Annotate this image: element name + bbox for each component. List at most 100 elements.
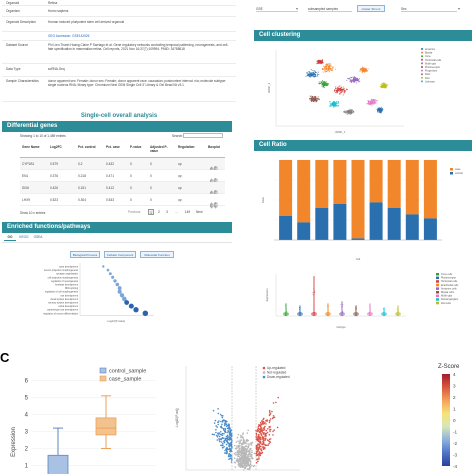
umap-point [324, 70, 326, 72]
umap-point [312, 72, 314, 74]
volcano-point-not [238, 448, 240, 451]
volcano-point-down [223, 419, 226, 422]
volcano-point-down [216, 439, 219, 441]
umap-point [336, 101, 338, 103]
umap-point [355, 80, 357, 82]
volcano-point-up [260, 427, 262, 430]
page-button[interactable]: 2 [158, 210, 160, 214]
umap-point [354, 78, 356, 80]
page-button[interactable]: ... [175, 210, 178, 214]
right-select-value[interactable]: Sex [401, 7, 457, 12]
next-page-link[interactable]: Next [196, 210, 203, 214]
umap-point [310, 76, 312, 78]
umap-point [366, 69, 368, 72]
column-header[interactable]: Regulation [178, 145, 195, 149]
volcano-point-up [261, 422, 264, 425]
violin-jitter-point [342, 311, 344, 312]
middle-select-value[interactable]: subsampled samples [308, 7, 352, 12]
umap-point [336, 86, 338, 88]
volcano-point-down [214, 419, 217, 422]
violin-jitter-point [369, 314, 371, 315]
column-header[interactable]: Log2FC [50, 145, 62, 149]
mini-boxplot-icon[interactable] [210, 202, 218, 209]
umap-point [326, 83, 328, 85]
volcano-point-up [259, 454, 262, 457]
volcano-point-down [231, 447, 233, 449]
violin-jitter-point [328, 305, 329, 307]
volcano-point-up [258, 458, 260, 460]
column-header[interactable]: Pct. case [106, 145, 120, 149]
violin-jitter-point [369, 315, 371, 316]
violin-legend-label: Endothelial cells [441, 284, 459, 287]
umap-point [353, 110, 355, 112]
boxplot-icon[interactable] [210, 160, 218, 173]
umap-point [335, 86, 337, 88]
boxplot-icon[interactable] [210, 196, 218, 209]
info-row-value[interactable]: GEO Accession: GSE142526 [48, 34, 90, 38]
umap-point [363, 70, 365, 72]
volcano-point-up [267, 444, 269, 447]
umap-point [331, 65, 333, 67]
violin-jitter-point [299, 311, 300, 313]
umap-point [341, 90, 343, 92]
volcano-point-up [255, 461, 258, 464]
volcano-point-down [221, 427, 223, 429]
ratio-bar-control [315, 208, 329, 240]
volcano-point-not [237, 455, 239, 458]
boxplot-icon[interactable] [210, 184, 218, 197]
volcano-point-down [230, 459, 233, 461]
umap-point [343, 88, 345, 91]
umap-point [316, 63, 318, 65]
dot-plot-term-label: sensory system development [48, 302, 78, 305]
umap-point [352, 76, 354, 78]
volcano-point-down [230, 438, 233, 441]
boxplot-icon[interactable] [210, 172, 218, 185]
cluster-button[interactable]: cluster 30 umi [357, 5, 385, 12]
go-category-button[interactable]: Cellular Component [104, 251, 136, 258]
boxplot-legend-label: control_sample [109, 369, 146, 375]
umap-point [321, 81, 323, 84]
volcano-point-down [230, 435, 233, 438]
search-input[interactable] [183, 133, 223, 138]
ratio-bar-control [351, 238, 365, 240]
column-header[interactable]: Boxplot [208, 145, 220, 149]
volcano-point-up [258, 423, 260, 426]
ratio-bar-case [423, 160, 437, 219]
umap-point [362, 66, 364, 68]
page-button[interactable]: 149 [184, 210, 191, 214]
column-header[interactable]: P-value [130, 145, 142, 149]
volcano-point-not [237, 433, 240, 436]
page-button[interactable]: 1 [148, 209, 154, 215]
page-button[interactable]: 3 [166, 210, 168, 214]
volcano-point-up [257, 437, 260, 440]
umap-point [316, 60, 318, 62]
violin-body [325, 312, 331, 316]
volcano-point-down [226, 452, 228, 455]
umap-point [341, 89, 343, 91]
enriched-tab-kegg[interactable]: KEGG [19, 235, 29, 239]
enriched-tab-gsea[interactable]: GSEA [33, 235, 43, 239]
umap-point [317, 96, 319, 98]
column-header[interactable]: Pct. control [78, 145, 96, 149]
entries-length-select[interactable]: Show 10 ▾ entries [20, 211, 46, 215]
go-category-button[interactable]: Biological Process [70, 251, 100, 258]
volcano-point-not [236, 445, 238, 447]
previous-page-link[interactable]: Previous [128, 210, 141, 214]
column-header[interactable]: Gene Name [22, 145, 40, 149]
dot-plot-point [128, 303, 134, 309]
dot-plot-point [122, 296, 127, 302]
violin-legend-swatch [436, 287, 439, 290]
umap-point [346, 79, 348, 82]
column-header[interactable]: Adjusted P-value [150, 145, 168, 153]
go-category-button[interactable]: Molecular Function [140, 251, 174, 258]
volcano-point-not [251, 441, 254, 444]
volcano-point-not [240, 442, 242, 445]
umap-point [346, 113, 348, 115]
volcano-point-not [234, 466, 237, 468]
umap-point [337, 101, 339, 103]
info-row-label: Dataset Source [6, 43, 28, 47]
volcano-point-up [256, 438, 258, 440]
enriched-tab-go[interactable]: GO [4, 235, 16, 241]
volcano-point-not [241, 459, 243, 462]
left-select-value[interactable]: GSE [256, 7, 298, 12]
